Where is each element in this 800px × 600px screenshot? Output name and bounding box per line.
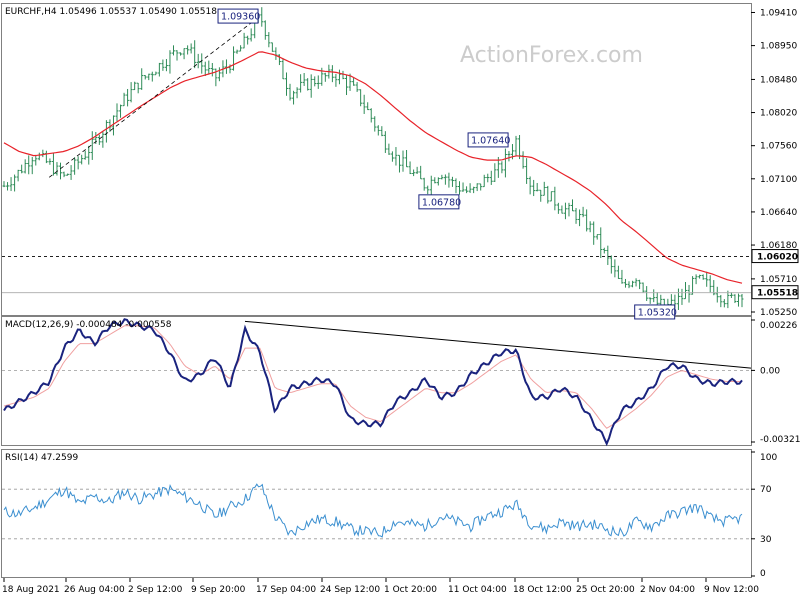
xtick-label-6: 1 Oct 20:00 [384,585,437,595]
macd-title: MACD(12,26,9) -0.000484 -0.000558 [5,320,172,330]
macd-signal-line [3,325,742,429]
rsi-line [3,483,743,538]
macd-layer [2,318,752,447]
rsi-title: RSI(14) 47.2599 [5,453,78,463]
price-ytick-label-7: 1.06180 [760,241,797,251]
watermark-text: ActionForex.com [460,43,643,68]
xtick-label-11: 9 Nov 12:00 [704,585,759,595]
rsi-ytick-label-3: 0 [760,569,766,579]
level-price-tag-box [751,249,799,264]
annotation-label-2: 1.06780 [422,197,461,208]
price-ytick-label-1: 1.08950 [760,42,797,52]
xtick-label-5: 24 Sep 12:00 [320,585,380,595]
xtick-label-4: 17 Sep 04:00 [256,585,316,595]
macd-ytick-label-1: 0.00 [760,366,780,376]
moving-average-line [3,51,743,284]
axis-layer: 1.09410 1.08950 1.08480 1.08020 1.07560 1.071… [2,8,800,595]
xtick-label-3: 9 Sep 20:00 [191,585,246,595]
annotation-box-3 [634,304,676,320]
xtick-label-1: 26 Aug 04:00 [64,585,125,595]
xtick-label-7: 11 Oct 04:00 [448,585,507,595]
xtick-label-8: 18 Oct 12:00 [513,585,572,595]
macd-panel-frame [1,316,752,446]
xtick-label-0: 18 Aug 2021 [2,585,60,595]
price-ytick-label-0: 1.09410 [760,8,797,18]
annotation-box-0 [217,8,259,24]
level-price-tag-label: 1.06020 [757,253,798,263]
rsi-ytick-label-0: 100 [760,453,777,463]
current-price-tag-label: 1.05518 [757,289,798,299]
macd-line [3,318,743,447]
rsi-ytick-label-1: 70 [760,485,772,495]
annotation-box-2 [418,194,460,210]
price-ytick-label-3: 1.08020 [760,109,797,119]
price-ytick-label-6: 1.06640 [760,208,797,218]
price-ytick-label-5: 1.07100 [760,175,797,185]
current-price-tag-box [751,285,799,300]
macd-trendline [244,320,752,369]
price-ytick-label-4: 1.07560 [760,142,797,152]
rsi-panel-frame [1,449,752,578]
price-layer: 1.09360 1.07640 1.06780 1.05320 [2,7,751,320]
xtick-label-2: 2 Sep 12:00 [128,585,183,595]
price-ytick-label-2: 1.08480 [760,75,797,85]
rsi-ytick-label-2: 30 [760,535,772,545]
xtick-label-9: 25 Oct 20:00 [576,585,635,595]
annotation-box-1 [467,132,509,148]
annotation-label-1: 1.07640 [471,135,510,146]
price-title: EURCHF,H4 1.05496 1.05537 1.05490 1.0551… [5,7,217,17]
price-ytick-label-9: 1.05250 [760,308,797,318]
rsi-layer [2,483,751,540]
xtick-label-10: 2 Nov 04:00 [640,585,695,595]
price-ytick-label-8: 1.05710 [760,275,797,285]
price-panel-frame [1,3,752,316]
annotation-label-0: 1.09360 [221,12,260,23]
annotation-label-3: 1.05320 [638,307,677,318]
macd-ytick-label-0: 0.00226 [760,321,797,331]
rising-trendline [48,15,261,178]
